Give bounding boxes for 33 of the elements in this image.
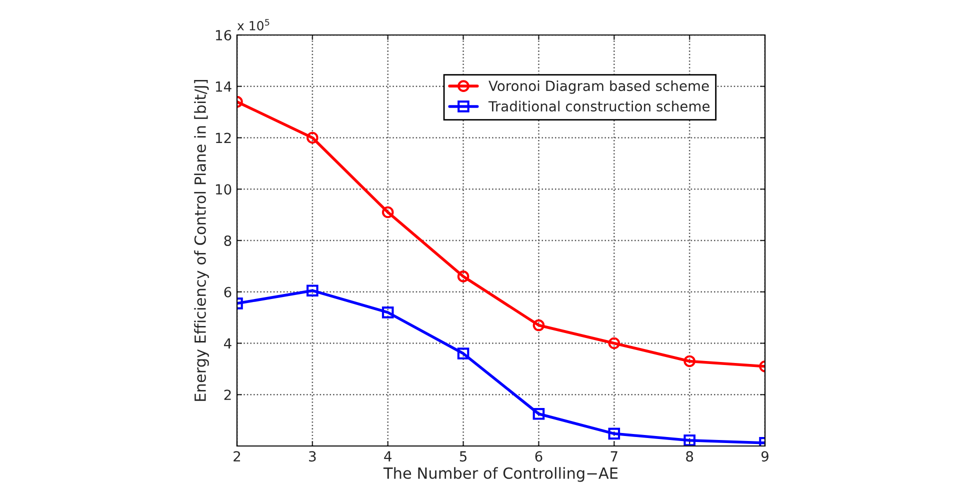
point <box>306 132 318 144</box>
point <box>457 348 470 360</box>
point <box>532 408 545 420</box>
x-axis-title: The Number of Controlling−AE <box>383 467 618 482</box>
y-tick-label: 10 <box>216 184 232 195</box>
x-tick-label: 4 <box>384 451 392 462</box>
x-tick-label: 9 <box>761 451 768 462</box>
text: x 10$^{5}$ <box>237 19 270 30</box>
x-tick-label: 2 <box>234 451 240 462</box>
point <box>684 434 696 446</box>
x-tick-label: 3 <box>309 451 316 462</box>
legend-label: Voronoi Diagram based scheme <box>488 80 709 94</box>
y-tick-label: 2 <box>224 390 231 400</box>
y-tick-label: 12 <box>216 132 231 144</box>
point <box>608 428 620 440</box>
point <box>382 206 394 218</box>
x-tick-label: 5 <box>460 451 466 462</box>
y-tick-label: 6 <box>224 286 232 298</box>
y-tick-label: 4 <box>224 338 232 349</box>
y-axis-title: Energy Efficiency of Control Plane in [bit/J] <box>194 80 209 401</box>
y-tick-label: 8 <box>224 235 232 246</box>
point <box>684 355 696 368</box>
legend-label: Traditional construction scheme <box>488 100 710 112</box>
point <box>382 306 394 318</box>
x-tick-label: 7 <box>610 451 618 462</box>
point <box>306 284 318 296</box>
point <box>532 319 545 332</box>
x-tick-label: 8 <box>686 451 694 462</box>
point <box>608 337 620 350</box>
y-tick-label: 14 <box>216 82 232 92</box>
y-tick-label: 16 <box>216 30 232 40</box>
point <box>457 270 470 282</box>
x-tick-label: 6 <box>535 451 542 462</box>
